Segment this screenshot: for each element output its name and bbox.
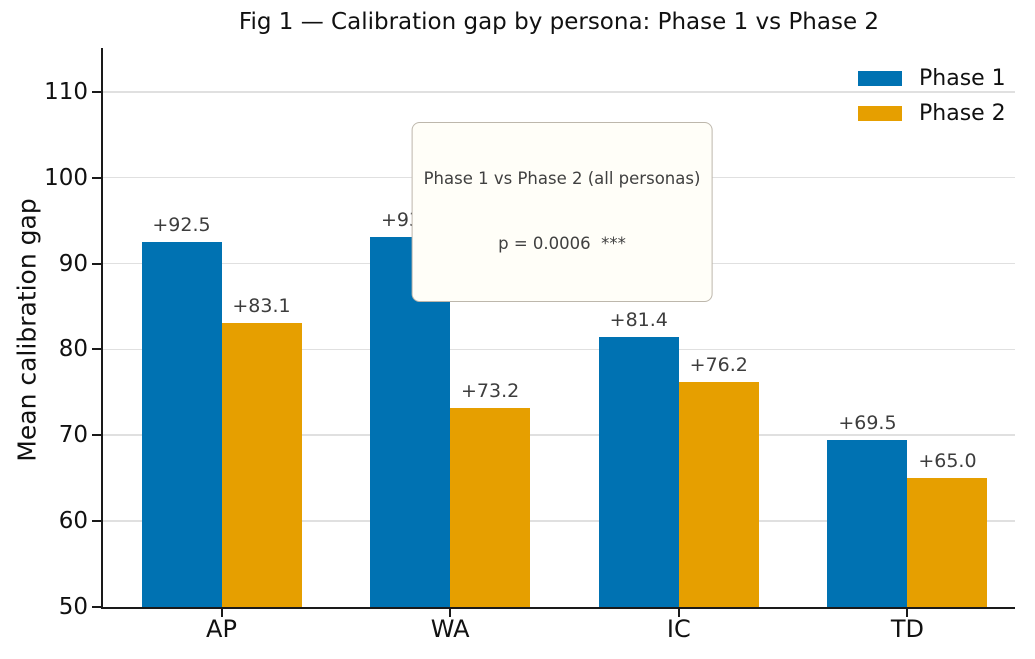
y-tick-60 xyxy=(92,520,101,523)
x-tick-ic xyxy=(677,609,680,618)
bar-phase2-wa xyxy=(450,407,531,607)
y-tick-50 xyxy=(92,606,101,608)
significance-annotation-box: Phase 1 vs Phase 2 (all personas) p = 0.… xyxy=(411,122,713,302)
y-gridline-70 xyxy=(103,434,1015,437)
legend-label: Phase 2 xyxy=(919,100,1006,126)
y-tick-110 xyxy=(92,90,101,93)
legend-swatch xyxy=(858,105,902,121)
bar-value-label: +69.5 xyxy=(838,411,897,434)
y-tick-70 xyxy=(92,434,101,437)
x-tick-label-td: TD xyxy=(890,615,924,643)
y-tick-90 xyxy=(92,262,101,265)
annotation-pvalue-text: p = 0.0006 *** xyxy=(498,233,626,253)
bar-phase2-ap xyxy=(221,322,302,607)
y-gridline-60 xyxy=(103,520,1015,522)
y-tick-label-100: 100 xyxy=(44,164,88,191)
legend-swatch xyxy=(858,70,902,86)
annotation-comparison-text: Phase 1 vs Phase 2 (all personas) xyxy=(423,169,701,188)
bar-phase2-td xyxy=(907,478,988,607)
bar-value-label: +83.1 xyxy=(232,294,291,317)
y-tick-label-60: 60 xyxy=(58,508,88,535)
x-tick-ap xyxy=(220,609,223,618)
y-gridline-80 xyxy=(103,348,1015,351)
y-tick-label-70: 70 xyxy=(58,422,88,449)
bar-phase2-ic xyxy=(678,382,759,607)
bar-value-label: +76.2 xyxy=(689,354,748,377)
bar-phase1-td xyxy=(827,439,908,607)
y-tick-label-90: 90 xyxy=(58,250,88,277)
bar-value-label: +92.5 xyxy=(152,214,211,237)
x-tick-wa xyxy=(449,609,452,618)
chart-title: Fig 1 — Calibration gap by persona: Phas… xyxy=(238,9,880,35)
x-tick-label-wa: WA xyxy=(430,615,470,643)
x-tick-label-ic: IC xyxy=(666,615,691,643)
legend-label: Phase 1 xyxy=(919,65,1006,91)
x-tick-label-ap: AP xyxy=(206,615,237,643)
y-tick-label-80: 80 xyxy=(58,336,88,363)
legend-entry-phase2: Phase 2 xyxy=(858,98,1006,128)
bar-value-label: +65.0 xyxy=(918,450,977,473)
legend-entry-phase1: Phase 1 xyxy=(858,63,1006,93)
y-tick-label-50: 50 xyxy=(58,594,88,620)
x-axis-spine xyxy=(101,607,1015,610)
x-tick-td xyxy=(906,609,909,618)
y-tick-label-110: 110 xyxy=(44,78,88,105)
y-axis-spine xyxy=(101,48,103,610)
y-gridline-110 xyxy=(103,90,1015,93)
y-tick-100 xyxy=(92,176,101,179)
legend: Phase 1 Phase 2 xyxy=(858,63,1006,128)
bar-phase1-ap xyxy=(141,242,222,607)
bar-phase1-ic xyxy=(598,337,679,607)
bar-value-label: +73.2 xyxy=(461,379,520,402)
y-tick-80 xyxy=(92,348,101,351)
bar-value-label: +81.4 xyxy=(609,309,668,332)
